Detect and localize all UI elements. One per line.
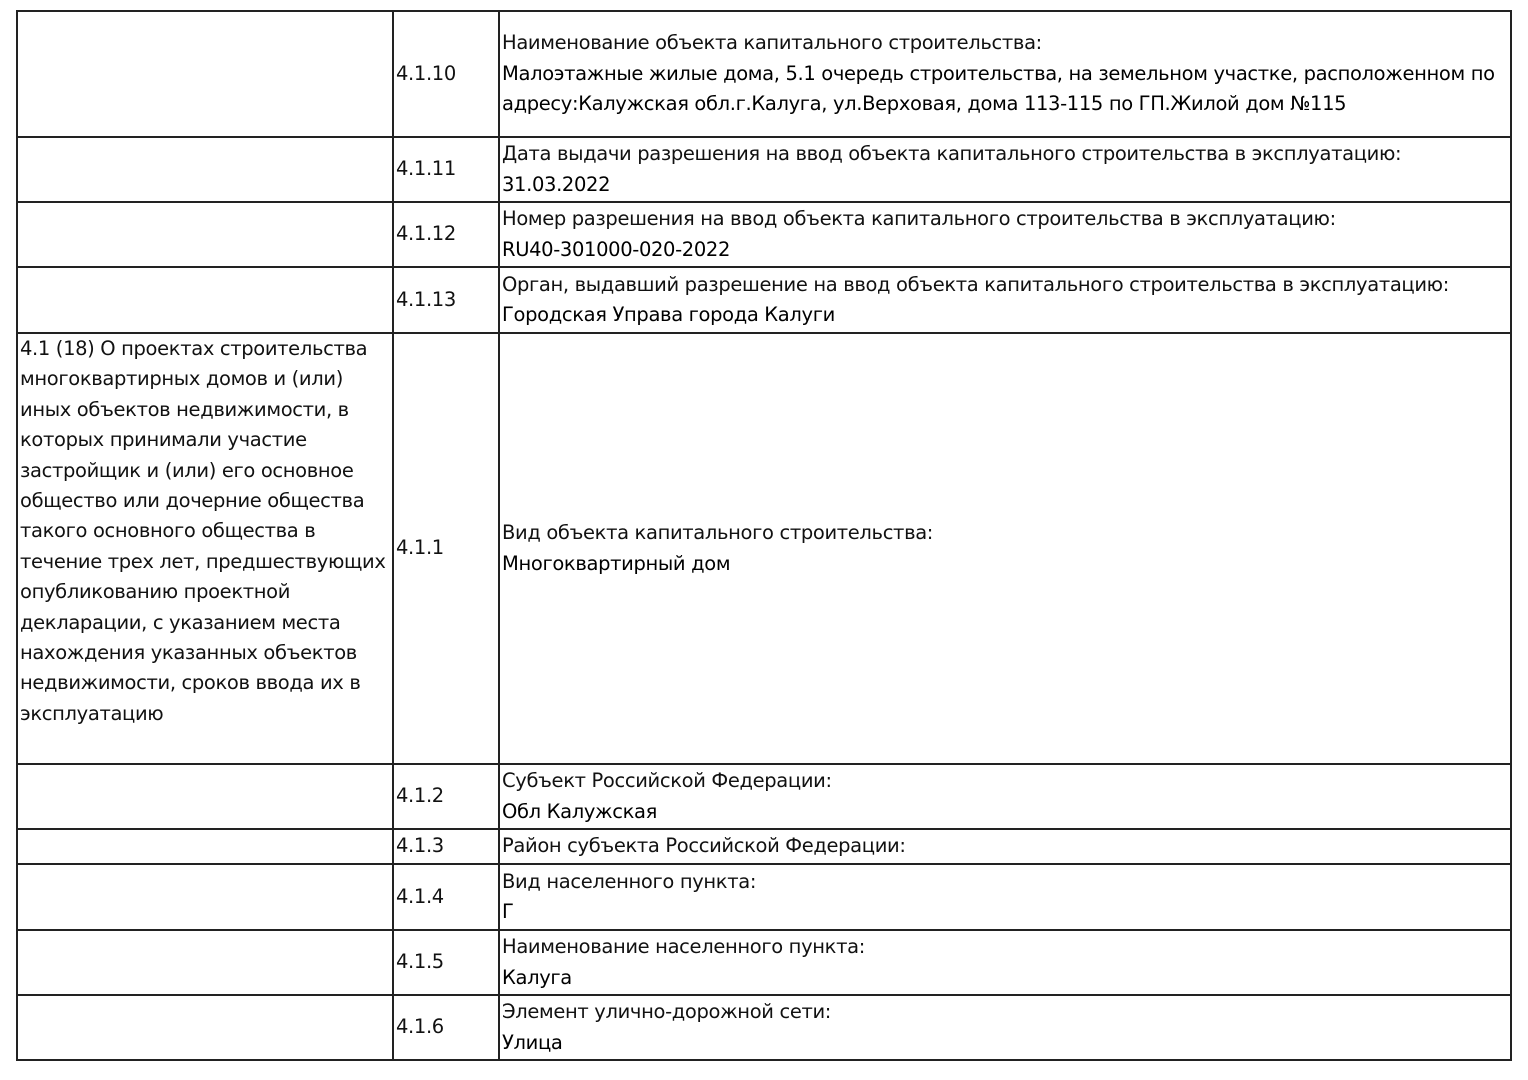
item-code: 4.1.5 bbox=[396, 950, 444, 974]
table-row: 4.1.2 Субъект Российской Федерации: Обл К… bbox=[16, 763, 1512, 830]
item-code: 4.1.11 bbox=[396, 157, 456, 181]
field-value: Городская Управа города Калуги bbox=[502, 303, 835, 326]
section-cell bbox=[16, 929, 394, 996]
field-value: Многоквартирный дом bbox=[502, 551, 731, 575]
content-cell: Дата выдачи разрешения на ввод объекта к… bbox=[498, 136, 1512, 203]
content-cell: Субъект Российской Федерации: Обл Калужск… bbox=[498, 763, 1512, 830]
section-cell bbox=[16, 266, 394, 334]
item-code: 4.1.12 bbox=[396, 222, 456, 246]
field-value: Калуга bbox=[502, 965, 572, 989]
item-code: 4.1.4 bbox=[396, 884, 444, 908]
field-label: Наименование объекта капитального строит… bbox=[502, 31, 1042, 55]
section-text: 4.1 (18) О проектах строительства многок… bbox=[20, 337, 386, 725]
field-value: Улица bbox=[502, 1030, 563, 1054]
field-label: Вид объекта капитального строительства: bbox=[502, 521, 934, 545]
item-code: 4.1.13 bbox=[396, 287, 456, 311]
field-label: Субъект Российской Федерации: bbox=[502, 769, 832, 793]
section-cell bbox=[16, 828, 394, 865]
code-cell: 4.1.6 bbox=[392, 994, 500, 1061]
table-row: 4.1 (18) О проектах строительства многок… bbox=[16, 332, 1512, 765]
field-label: Элемент улично-дорожной сети: bbox=[502, 1000, 832, 1024]
content-cell: Номер разрешения на ввод объекта капитал… bbox=[498, 201, 1512, 268]
table-row: 4.1.12 Номер разрешения на ввод объекта … bbox=[16, 201, 1512, 268]
code-cell: 4.1.10 bbox=[392, 10, 500, 138]
item-code: 4.1.2 bbox=[396, 784, 444, 808]
field-value: 31.03.2022 bbox=[502, 172, 611, 196]
field-label: Район субъекта Российской Федерации: bbox=[502, 834, 906, 858]
content-cell: Вид населенного пункта: Г bbox=[498, 863, 1512, 931]
content-cell: Район субъекта Российской Федерации: bbox=[498, 828, 1512, 865]
content-cell: Вид объекта капитального строительства: М… bbox=[498, 332, 1512, 765]
item-code: 4.1.6 bbox=[396, 1015, 444, 1039]
code-cell: 4.1.13 bbox=[392, 266, 500, 334]
table-row: 4.1.10 Наименование объекта капитального… bbox=[16, 10, 1512, 138]
field-label: Номер разрешения на ввод объекта капитал… bbox=[502, 207, 1336, 231]
field-value: Обл Калужская bbox=[502, 799, 658, 823]
field-label: Наименование населенного пункта: bbox=[502, 935, 865, 959]
table-row: 4.1.6 Элемент улично-дорожной сети: Улица bbox=[16, 994, 1512, 1061]
code-cell: 4.1.1 bbox=[392, 332, 500, 765]
code-cell: 4.1.2 bbox=[392, 763, 500, 830]
code-cell: 4.1.12 bbox=[392, 201, 500, 268]
code-cell: 4.1.3 bbox=[392, 828, 500, 865]
section-cell bbox=[16, 10, 394, 138]
code-cell: 4.1.4 bbox=[392, 863, 500, 931]
field-value: RU40-301000-020-2022 bbox=[502, 237, 731, 261]
section-cell bbox=[16, 994, 394, 1061]
code-cell: 4.1.5 bbox=[392, 929, 500, 996]
field-label: Орган, выдавший разрешение на ввод объек… bbox=[502, 272, 1449, 296]
item-code: 4.1.3 bbox=[396, 834, 444, 858]
field-label: Дата выдачи разрешения на ввод объекта к… bbox=[502, 142, 1402, 166]
section-cell bbox=[16, 136, 394, 203]
table-row: 4.1.11 Дата выдачи разрешения на ввод об… bbox=[16, 136, 1512, 203]
table-row: 4.1.13 Орган, выдавший разрешение на вво… bbox=[16, 266, 1512, 334]
content-cell: Наименование объекта капитального строит… bbox=[498, 10, 1512, 138]
field-value: Малоэтажные жилые дома, 5.1 очередь стро… bbox=[502, 61, 1495, 116]
table-row: 4.1.3 Район субъекта Российской Федераци… bbox=[16, 828, 1512, 865]
section-cell bbox=[16, 201, 394, 268]
field-value: Г bbox=[502, 900, 514, 923]
item-code: 4.1.1 bbox=[396, 536, 444, 560]
declaration-table: 4.1.10 Наименование объекта капитального… bbox=[16, 10, 1512, 1061]
table-row: 4.1.4 Вид населенного пункта: Г bbox=[16, 863, 1512, 931]
section-cell: 4.1 (18) О проектах строительства многок… bbox=[16, 332, 394, 765]
section-cell bbox=[16, 763, 394, 830]
code-cell: 4.1.11 bbox=[392, 136, 500, 203]
section-cell bbox=[16, 863, 394, 931]
content-cell: Орган, выдавший разрешение на ввод объек… bbox=[498, 266, 1512, 334]
field-label: Вид населенного пункта: bbox=[502, 869, 757, 893]
content-cell: Элемент улично-дорожной сети: Улица bbox=[498, 994, 1512, 1061]
item-code: 4.1.10 bbox=[396, 61, 456, 85]
table-row: 4.1.5 Наименование населенного пункта: Ка… bbox=[16, 929, 1512, 996]
content-cell: Наименование населенного пункта: Калуга bbox=[498, 929, 1512, 996]
